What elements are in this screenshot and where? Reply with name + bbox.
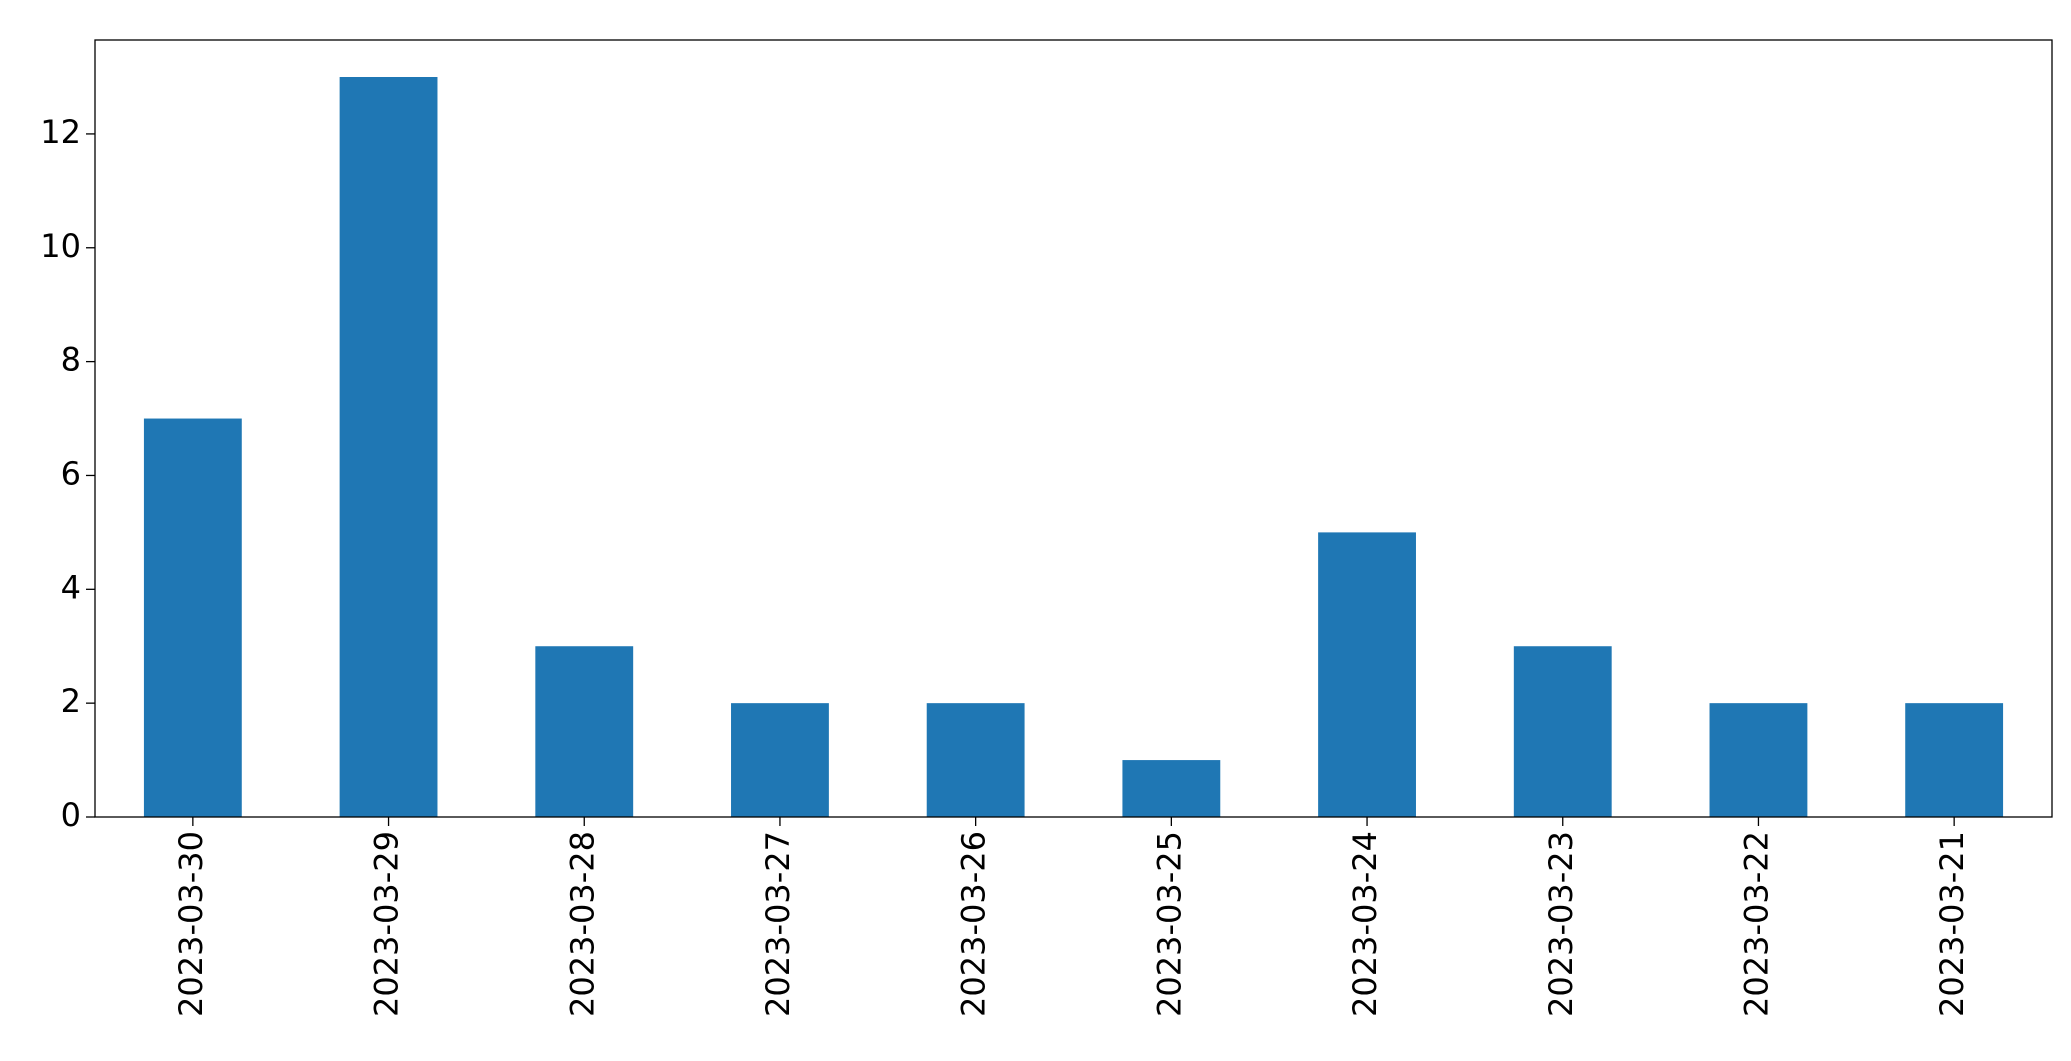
x-tick-label: 2023-03-23 — [1542, 831, 1580, 1017]
y-tick-label: 10 — [40, 227, 81, 265]
x-tick-label: 2023-03-28 — [563, 831, 601, 1017]
x-tick-label: 2023-03-26 — [955, 831, 993, 1017]
bar — [143, 418, 242, 817]
x-tick-label: 2023-03-21 — [1933, 831, 1971, 1017]
bar — [926, 703, 1025, 817]
plot-frame — [94, 39, 2053, 818]
x-tick-label: 2023-03-24 — [1346, 831, 1384, 1017]
x-tick-label: 2023-03-22 — [1737, 831, 1775, 1017]
x-tick-label: 2023-03-30 — [172, 831, 210, 1017]
y-tick-label: 12 — [40, 113, 81, 151]
bar — [1905, 703, 2004, 817]
x-tick-label: 2023-03-27 — [759, 831, 797, 1017]
x-tick-label: 2023-03-29 — [368, 831, 406, 1017]
bar — [1122, 760, 1221, 817]
bar — [731, 703, 829, 817]
y-tick-label: 2 — [61, 682, 81, 720]
bar — [1318, 532, 1416, 817]
bar — [339, 77, 438, 817]
bar — [1513, 646, 1612, 817]
bar — [1709, 703, 1808, 817]
bar — [535, 646, 634, 817]
y-tick-label: 0 — [61, 796, 81, 834]
x-tick-label: 2023-03-25 — [1150, 831, 1188, 1017]
y-tick-label: 6 — [61, 454, 81, 492]
y-tick-label: 4 — [61, 568, 81, 606]
y-tick-label: 8 — [61, 341, 81, 379]
